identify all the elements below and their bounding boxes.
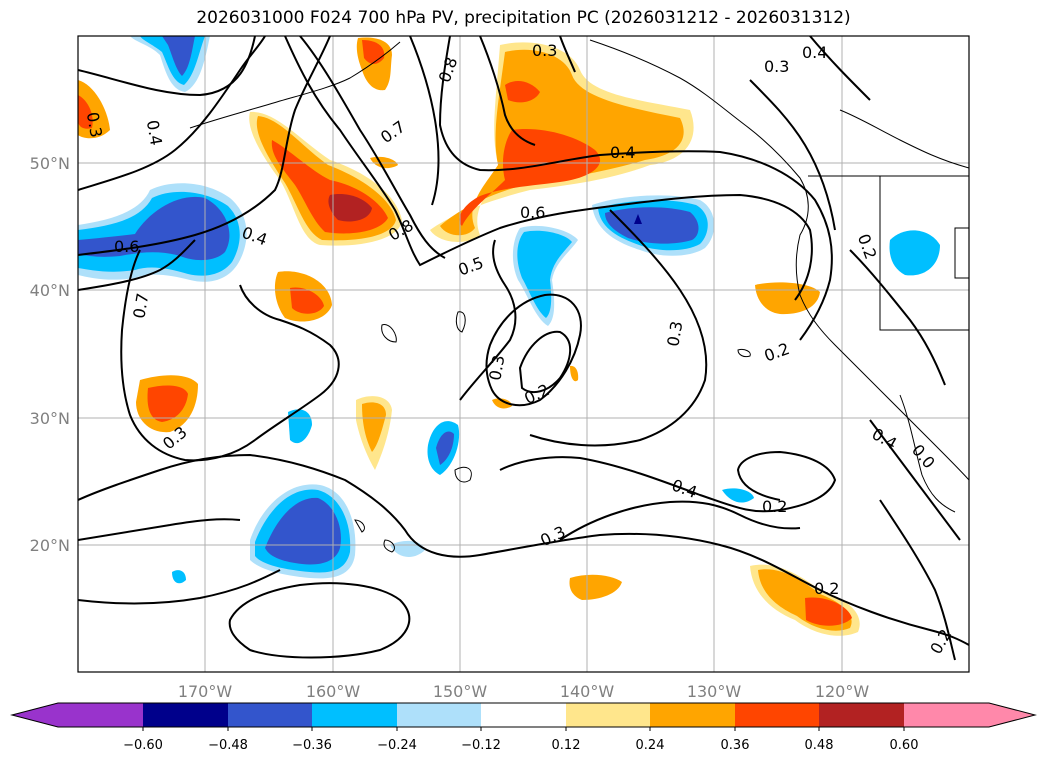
lat-tick-labels: 50°N 40°N 30°N 20°N — [30, 154, 70, 555]
colorbar-segment — [312, 703, 397, 727]
colorbar: −0.60 −0.48 −0.36 −0.24 −0.12 0.12 0.24 … — [10, 702, 1037, 753]
lon-tick-label: 150°W — [433, 682, 488, 701]
precip-negative-region — [436, 431, 454, 465]
colorbar-tick-label: 0.24 — [636, 738, 665, 753]
contour-label: 0.4 — [143, 119, 166, 147]
precip-positive-region — [492, 398, 512, 409]
colorbar-segment — [228, 703, 312, 727]
colorbar-segment — [650, 703, 735, 727]
precip-positive-region — [362, 40, 385, 64]
precip-positive-region — [362, 402, 386, 452]
colorbar-tick-label: −0.24 — [377, 738, 417, 753]
precip-negative-region — [517, 230, 572, 318]
colorbar-tick-label: 0.36 — [721, 738, 750, 753]
lat-tick-label: 30°N — [30, 409, 70, 428]
precip-positive-region — [370, 156, 398, 169]
colorbar-tick-label: −0.60 — [123, 738, 163, 753]
colorbar-high-extend — [989, 703, 1035, 727]
lat-tick-label: 50°N — [30, 154, 70, 173]
colorbar-segment — [481, 703, 566, 727]
contour-labels: 0.3 0.4 0.3 0.8 0.3 0.4 0.7 0.4 0.6 0.4 … — [83, 41, 956, 657]
precip-positive-region — [328, 194, 372, 222]
lon-tick-label: 160°W — [306, 682, 361, 701]
colorbar-tick-label: 0.48 — [805, 738, 834, 753]
colorbar-segment — [397, 703, 481, 727]
precip-negative-region — [722, 488, 754, 503]
contour-label: 0.2 — [814, 579, 839, 598]
precip-negative-region — [265, 497, 341, 565]
contour-label: 0.4 — [610, 143, 635, 162]
colorbar-tick-label: −0.12 — [461, 738, 501, 753]
contour-label: 0.4 — [802, 43, 827, 62]
contour-label: 0.3 — [663, 320, 686, 348]
map-plot-area: 0.3 0.4 0.3 0.8 0.3 0.4 0.7 0.4 0.6 0.4 … — [78, 36, 969, 672]
graticule — [78, 36, 969, 672]
colorbar-segment — [819, 703, 904, 727]
precip-negative-region — [162, 36, 195, 76]
contour-label: 0.7 — [129, 292, 152, 320]
contour-label: 0.2 — [762, 497, 787, 516]
colorbar-outline — [10, 702, 1037, 728]
precip-negative-region — [172, 570, 186, 584]
contour-label: 0.6 — [114, 237, 139, 256]
colorbar-tick-label: 0.60 — [890, 738, 919, 753]
precip-positive-region — [569, 574, 622, 600]
contour-label: 0.3 — [485, 354, 508, 382]
precip-positive-region — [290, 287, 324, 314]
precip-positive-region — [805, 597, 852, 626]
lat-tick-label: 20°N — [30, 536, 70, 555]
colorbar-segment — [566, 703, 650, 727]
lon-tick-label: 170°W — [178, 682, 233, 701]
coastlines — [189, 39, 969, 553]
contour-label: 0.3 — [83, 111, 106, 139]
precip-positive-region — [459, 129, 601, 226]
colorbar-low-extend — [12, 703, 58, 727]
contour-label: 0.6 — [520, 203, 545, 222]
precip-positive-region — [505, 80, 540, 103]
precip-positive-region — [570, 365, 579, 382]
contour-label: 0.3 — [764, 57, 789, 76]
colorbar-tick-label: −0.48 — [208, 738, 248, 753]
lon-tick-label: 140°W — [560, 682, 615, 701]
contour-label: 0.3 — [532, 41, 557, 60]
map-frame — [77, 35, 970, 673]
colorbar-segment — [904, 703, 989, 727]
pv-contours — [78, 36, 969, 661]
colorbar-segment — [58, 703, 143, 727]
precip-negative-region — [889, 230, 940, 276]
map-title: 2026031000 F024 700 hPa PV, precipitatio… — [196, 8, 851, 28]
lon-tick-label: 130°W — [687, 682, 742, 701]
triangle-marker-icon — [634, 214, 642, 224]
colorbar-tick-label: −0.36 — [292, 738, 332, 753]
precip-positive-region — [147, 385, 188, 422]
precip-positive-region — [78, 95, 93, 129]
colorbar-tick-label: 0.12 — [552, 738, 581, 753]
precip-negative-region — [605, 207, 699, 244]
lon-tick-labels: 170°W 160°W 150°W 140°W 130°W 120°W — [178, 682, 870, 701]
lon-tick-label: 120°W — [815, 682, 870, 701]
colorbar-segment — [143, 703, 228, 727]
lat-tick-label: 40°N — [30, 281, 70, 300]
colorbar-segment — [735, 703, 819, 727]
